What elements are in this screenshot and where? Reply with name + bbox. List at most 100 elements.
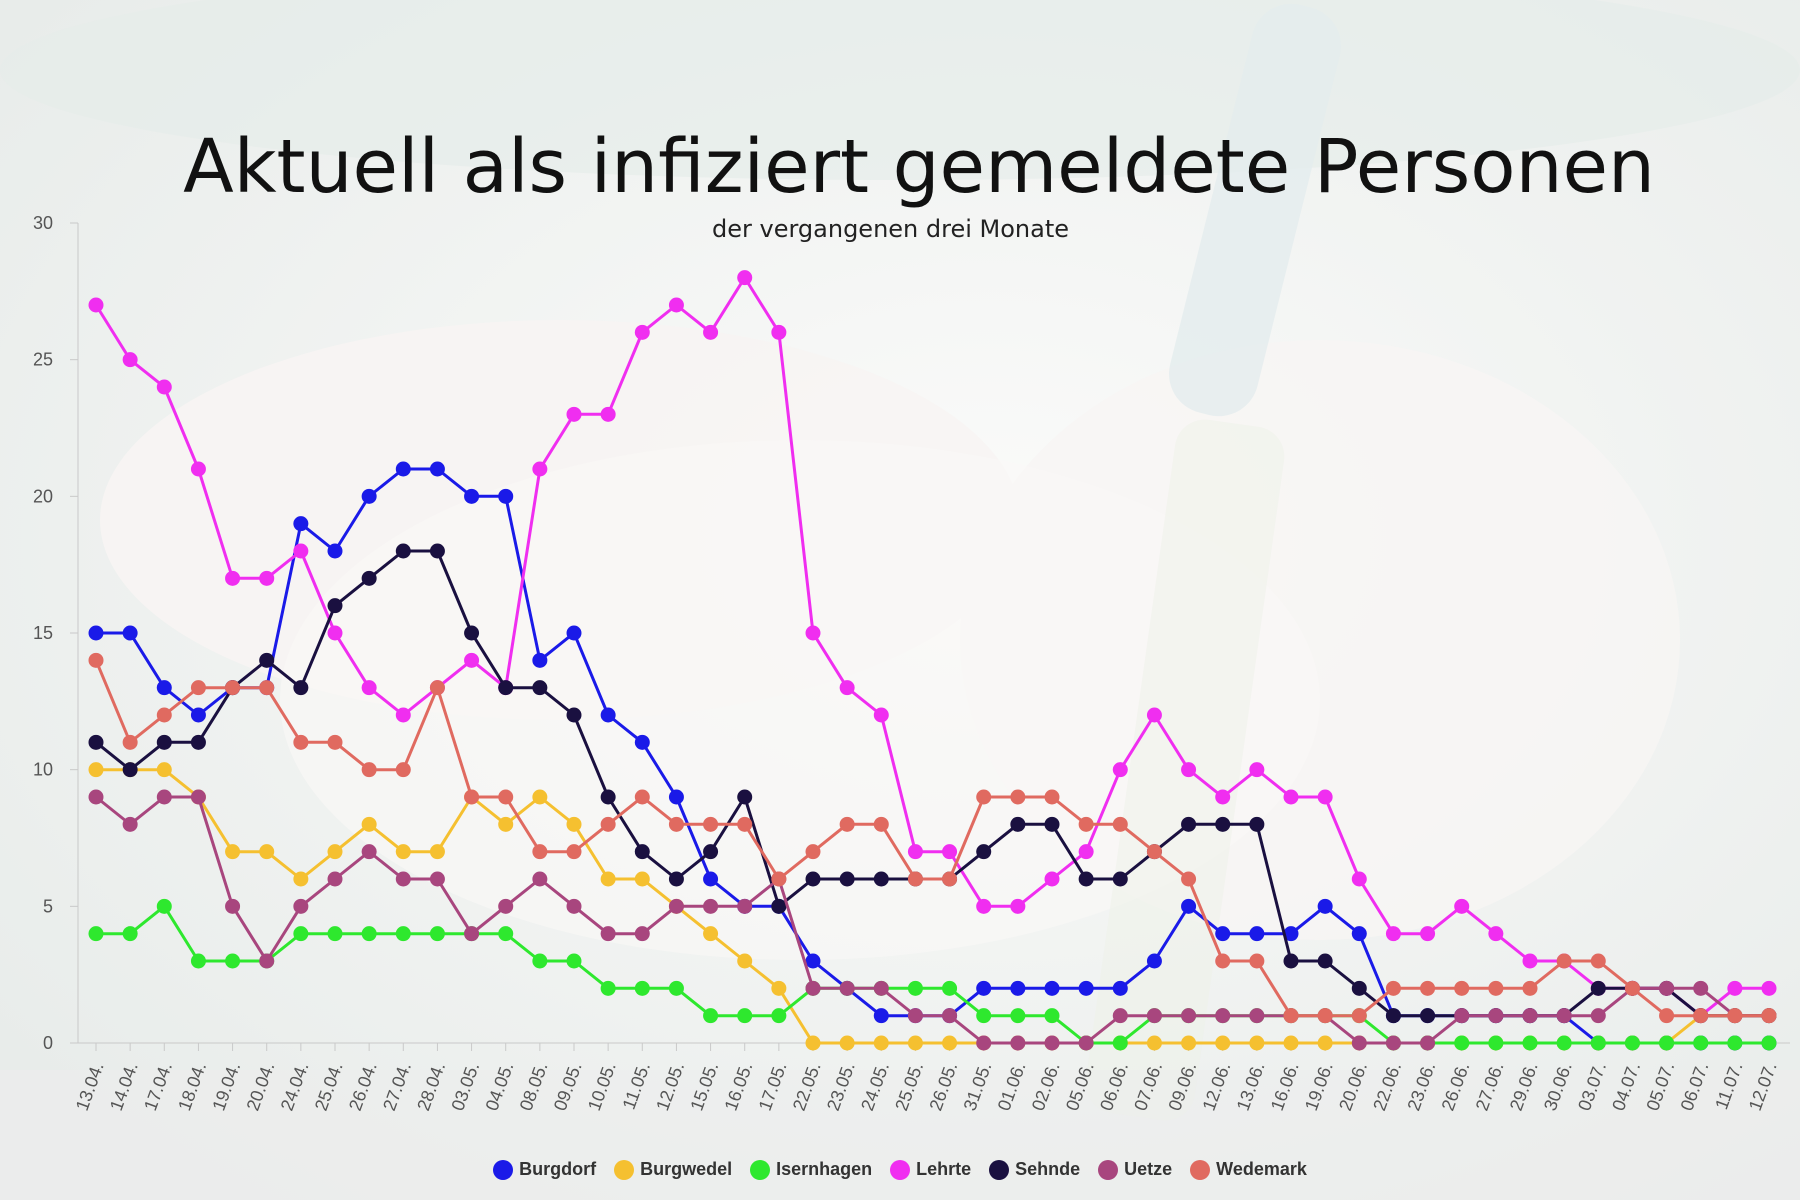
x-tick-label: 18.04. <box>174 1060 210 1114</box>
data-point-lehrte <box>1317 789 1333 805</box>
data-point-burgwedel <box>737 953 753 969</box>
legend-item-wedemark[interactable]: Wedemark <box>1190 1159 1307 1180</box>
data-point-sehnde <box>668 871 684 887</box>
data-point-wedemark <box>839 816 855 832</box>
legend-item-lehrte[interactable]: Lehrte <box>890 1159 971 1180</box>
x-tick-label: 24.05. <box>857 1060 893 1114</box>
data-point-wedemark <box>1624 980 1640 996</box>
x-tick-label: 19.06. <box>1301 1060 1337 1114</box>
data-point-lehrte <box>566 406 582 422</box>
x-tick-label: 16.06. <box>1267 1060 1303 1114</box>
legend-label: Burgdorf <box>519 1159 597 1179</box>
data-point-sehnde <box>1044 816 1060 832</box>
data-point-wedemark <box>498 789 514 805</box>
data-point-sehnde <box>259 652 275 668</box>
legend-item-uetze[interactable]: Uetze <box>1098 1159 1172 1180</box>
data-point-lehrte <box>873 707 889 723</box>
data-point-burgdorf <box>1317 898 1333 914</box>
data-point-isernhagen <box>327 926 343 942</box>
data-point-isernhagen <box>122 926 138 942</box>
data-point-sehnde <box>600 789 616 805</box>
data-point-wedemark <box>1215 953 1231 969</box>
data-point-burgdorf <box>1351 926 1367 942</box>
y-tick-label: 30 <box>33 213 53 233</box>
data-point-burgwedel <box>1249 1035 1265 1051</box>
series-line-lehrte <box>94 276 1769 1018</box>
data-point-lehrte <box>464 652 480 668</box>
data-point-isernhagen <box>532 953 548 969</box>
data-point-lehrte <box>293 543 309 559</box>
data-point-wedemark <box>532 844 548 860</box>
data-point-lehrte <box>1420 926 1436 942</box>
x-tick-label: 08.05. <box>516 1060 552 1114</box>
data-point-sehnde <box>327 598 343 614</box>
data-point-sehnde <box>1420 1008 1436 1024</box>
data-point-isernhagen <box>225 953 241 969</box>
data-point-uetze <box>1522 1008 1538 1024</box>
x-tick-label: 07.06. <box>1130 1060 1166 1114</box>
data-point-burgdorf <box>293 516 309 532</box>
data-point-burgwedel <box>566 816 582 832</box>
legend-marker-icon <box>890 1159 911 1180</box>
data-point-burgdorf <box>1283 926 1299 942</box>
legend-item-sehnde[interactable]: Sehnde <box>989 1159 1080 1180</box>
series-line-burgwedel <box>96 768 1769 1045</box>
data-point-lehrte <box>1488 926 1504 942</box>
data-point-uetze <box>942 1008 958 1024</box>
x-tick-label: 25.04. <box>311 1060 347 1114</box>
data-point-isernhagen <box>190 953 206 969</box>
data-point-burgwedel <box>532 789 548 805</box>
data-point-burgdorf <box>122 625 138 641</box>
data-point-uetze <box>907 1008 923 1024</box>
data-point-sehnde <box>190 734 206 750</box>
legend-item-burgdorf[interactable]: Burgdorf <box>493 1159 596 1180</box>
legend-marker-icon <box>1098 1159 1119 1180</box>
data-point-burgdorf <box>1181 898 1197 914</box>
data-point-burgwedel <box>225 844 241 860</box>
data-point-burgwedel <box>600 871 616 887</box>
x-tick-label: 04.07. <box>1608 1060 1644 1114</box>
data-point-lehrte <box>1351 871 1367 887</box>
data-point-wedemark <box>1317 1008 1333 1024</box>
x-tick-label: 09.06. <box>1164 1060 1200 1114</box>
data-point-wedemark <box>1420 980 1436 996</box>
data-point-wedemark <box>873 816 889 832</box>
legend-label: Uetze <box>1124 1159 1173 1179</box>
data-point-lehrte <box>1454 898 1470 914</box>
legend-item-isernhagen[interactable]: Isernhagen <box>750 1159 872 1180</box>
data-point-uetze <box>156 789 172 805</box>
x-tick-label: 11.07. <box>1711 1060 1746 1113</box>
data-point-sehnde <box>361 570 377 586</box>
data-point-wedemark <box>976 789 992 805</box>
data-point-wedemark <box>737 816 753 832</box>
data-point-uetze <box>327 871 343 887</box>
data-point-wedemark <box>156 707 172 723</box>
data-point-uetze <box>1010 1035 1026 1051</box>
y-tick-label: 20 <box>33 486 53 506</box>
data-point-uetze <box>259 953 275 969</box>
data-point-burgdorf <box>873 1008 889 1024</box>
x-tick-label: 29.06. <box>1506 1060 1542 1114</box>
data-point-sehnde <box>1283 953 1299 969</box>
data-point-burgdorf <box>361 488 377 504</box>
x-tick-label: 03.07. <box>1574 1060 1610 1114</box>
data-point-lehrte <box>771 324 787 340</box>
data-point-isernhagen <box>668 980 684 996</box>
legend-item-burgwedel[interactable]: Burgwedel <box>614 1159 732 1180</box>
data-point-uetze <box>395 871 411 887</box>
data-point-burgdorf <box>190 707 206 723</box>
data-point-wedemark <box>1044 789 1060 805</box>
data-point-sehnde <box>771 898 787 914</box>
x-tick-label: 11.05. <box>619 1060 654 1113</box>
x-tick-label: 04.05. <box>482 1060 518 1114</box>
data-point-isernhagen <box>1044 1008 1060 1024</box>
data-point-uetze <box>1181 1008 1197 1024</box>
data-point-lehrte <box>976 898 992 914</box>
data-point-wedemark <box>395 762 411 778</box>
data-point-uetze <box>1078 1035 1094 1051</box>
data-point-burgdorf <box>1249 926 1265 942</box>
data-point-burgwedel <box>634 871 650 887</box>
data-point-uetze <box>293 898 309 914</box>
data-point-lehrte <box>737 270 753 286</box>
data-point-burgdorf <box>668 789 684 805</box>
